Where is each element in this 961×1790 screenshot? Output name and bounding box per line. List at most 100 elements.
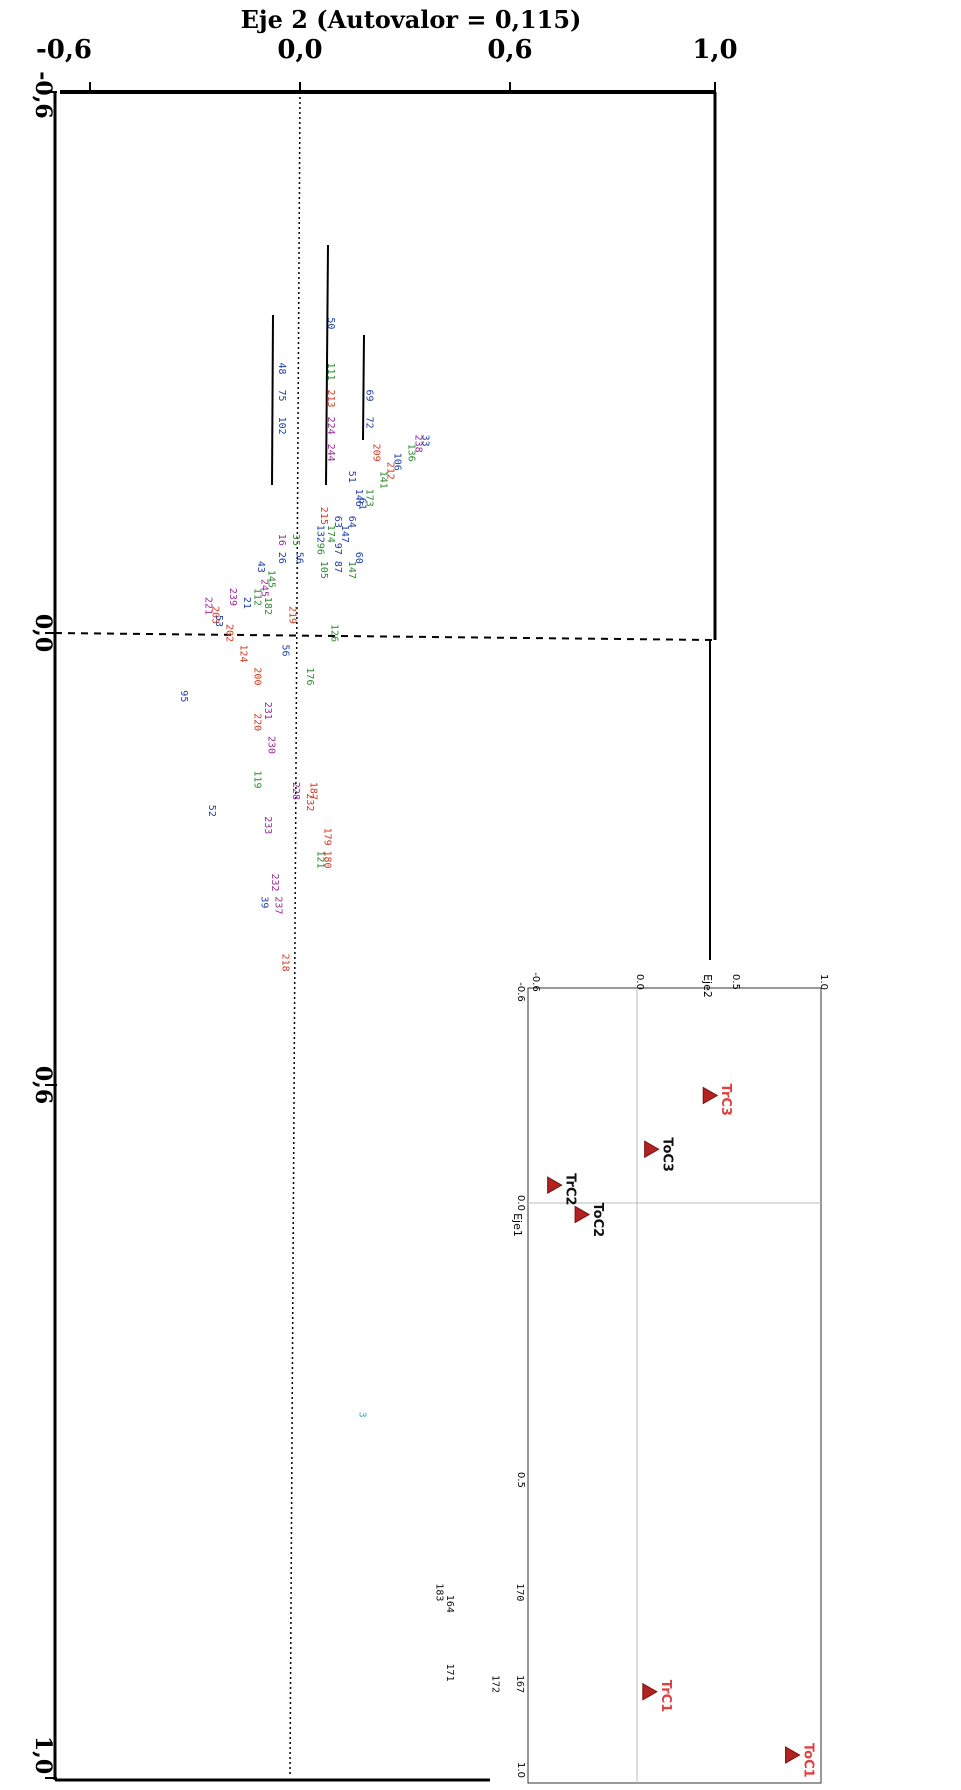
data-point-label: 53 <box>213 615 224 627</box>
data-point-label: 232 <box>269 874 280 892</box>
inset-frame <box>527 987 822 1784</box>
data-point-label: 61 <box>357 498 368 510</box>
data-point-label: 176 <box>304 667 315 685</box>
data-point-label: 48 <box>276 363 287 375</box>
data-point-label: 51 <box>346 471 357 483</box>
data-point-label: 111 <box>325 363 336 381</box>
data-point-label: 87 <box>332 561 343 573</box>
inset-marker <box>574 1205 591 1224</box>
inset-point-label: TrC2 <box>563 1173 578 1205</box>
data-point-label: 180 <box>322 851 333 869</box>
data-point-label: 21 <box>241 597 252 609</box>
data-point-label: 141 <box>378 471 389 489</box>
data-point-label: 75 <box>276 390 287 402</box>
data-point-label: 228 <box>290 782 301 800</box>
data-point-label: 132 <box>315 525 326 543</box>
inset-y-tick-label: 0.5 <box>515 1472 526 1488</box>
data-point-label: 203 <box>210 606 221 624</box>
x-tick-label: -0,6 <box>36 35 92 65</box>
data-point-label: 35 <box>290 534 301 546</box>
data-point-label: 124 <box>238 645 249 663</box>
data-point-label: 220 <box>252 713 263 731</box>
inset-y-tick-label: -0.6 <box>515 982 526 1002</box>
data-point-label: 56 <box>294 552 305 564</box>
data-point-label: 213 <box>325 390 336 408</box>
x-tick-label: 1,0 <box>692 35 737 65</box>
x-tick-label: 0,0 <box>277 35 322 65</box>
data-point-label: 238 <box>413 435 424 453</box>
inset-marker <box>785 1746 801 1764</box>
inset-y-tick-label: 0.0 <box>515 1195 526 1211</box>
vertical-zero-line <box>289 91 301 1776</box>
x-tick-label: 0,6 <box>487 35 532 65</box>
bracket-line <box>271 314 274 486</box>
data-point-label: 239 <box>227 588 238 606</box>
data-point-label: 56 <box>280 645 291 657</box>
inset-points-layer: TrC3 ToC3 TrC2 ToC2 TrC1 ToC1 <box>547 1084 816 1778</box>
inset-marker <box>644 1140 660 1159</box>
data-point-label: 95 <box>178 690 189 702</box>
data-point-label: 212 <box>385 462 396 480</box>
inset-point-label: ToC1 <box>801 1743 816 1778</box>
data-point-label: 179 <box>322 828 333 846</box>
data-point-label: 16 <box>276 534 287 546</box>
data-point-label: 224 <box>325 417 336 435</box>
data-point-label: 145 <box>266 570 277 588</box>
data-point-label: 233 <box>262 816 273 834</box>
data-point-label: 26 <box>276 552 287 564</box>
data-point-label: 39 <box>259 896 270 908</box>
data-point-label: 96 <box>315 543 326 555</box>
inset-y-title: Eje1 <box>511 1213 524 1237</box>
data-point-label: 187 <box>308 782 319 800</box>
data-point-label: 52 <box>206 805 217 817</box>
data-point-label: 63 <box>332 516 343 528</box>
inset-chart: Eje2 Eje1 -0.6 0.0 0.5 1.0 -0.6 0.0 0.5 … <box>511 972 829 1784</box>
main-chart: Eje 2 (Autovalor = 0,115) -0,6 0,0 0,6 1… <box>30 5 738 1782</box>
inset-x-tick-label: 1.0 <box>818 974 829 990</box>
inset-marker <box>642 1682 658 1701</box>
data-point-label: 182 <box>262 597 273 615</box>
data-point-label: 244 <box>325 444 336 462</box>
data-point-label: 173 <box>364 489 375 507</box>
data-point-label: 219 <box>287 606 298 624</box>
y-tick-label: -0,6 <box>30 71 56 118</box>
main-chart-title: Eje 2 (Autovalor = 0,115) <box>241 5 582 34</box>
data-point-label: 231 <box>262 702 273 720</box>
data-point-label: 147 <box>339 525 350 543</box>
data-point-label: 146 <box>353 489 364 507</box>
data-point-label: 136 <box>406 444 417 462</box>
data-point-label: 230 <box>266 736 277 754</box>
data-point-label: 164 <box>444 1595 455 1613</box>
data-point-label: 3 <box>357 1412 368 1418</box>
inset-x-title: Eje2 <box>701 974 714 998</box>
data-point-label: 72 <box>364 417 375 429</box>
inset-x-tick-label: 0.0 <box>634 974 645 990</box>
data-point-label: 170 <box>514 1583 525 1601</box>
inset-marker <box>547 1176 563 1194</box>
bracket-line <box>362 334 365 441</box>
horizontal-zero-line <box>54 632 716 641</box>
data-point-label: 43 <box>255 561 266 573</box>
inset-point-label: ToC2 <box>590 1203 605 1238</box>
data-point-label: 126 <box>329 624 340 642</box>
data-point-label: 232 <box>304 793 315 811</box>
data-point-label: 237 <box>273 896 284 914</box>
data-point-label: 215 <box>318 507 329 525</box>
data-point-label: 171 <box>444 1664 455 1682</box>
y-tick-label: 0,6 <box>30 1066 56 1104</box>
data-point-label: 183 <box>434 1583 445 1601</box>
data-point-label: 121 <box>315 851 326 869</box>
data-point-label: 147 <box>346 561 357 579</box>
bracket-line <box>325 244 329 486</box>
inset-point-label: ToC3 <box>660 1137 675 1172</box>
data-point-label: 209 <box>371 444 382 462</box>
data-point-label: 172 <box>490 1675 501 1693</box>
data-point-label: 112 <box>252 588 263 606</box>
data-point-label: 167 <box>514 1675 525 1693</box>
data-point-label: 60 <box>353 552 364 564</box>
data-point-label: 33 <box>420 435 431 447</box>
data-point-label: 119 <box>252 770 263 788</box>
y-tick-label: 0,0 <box>30 614 56 652</box>
main-points-layer: 5011121322424448751026972332381361062092… <box>178 317 525 1693</box>
